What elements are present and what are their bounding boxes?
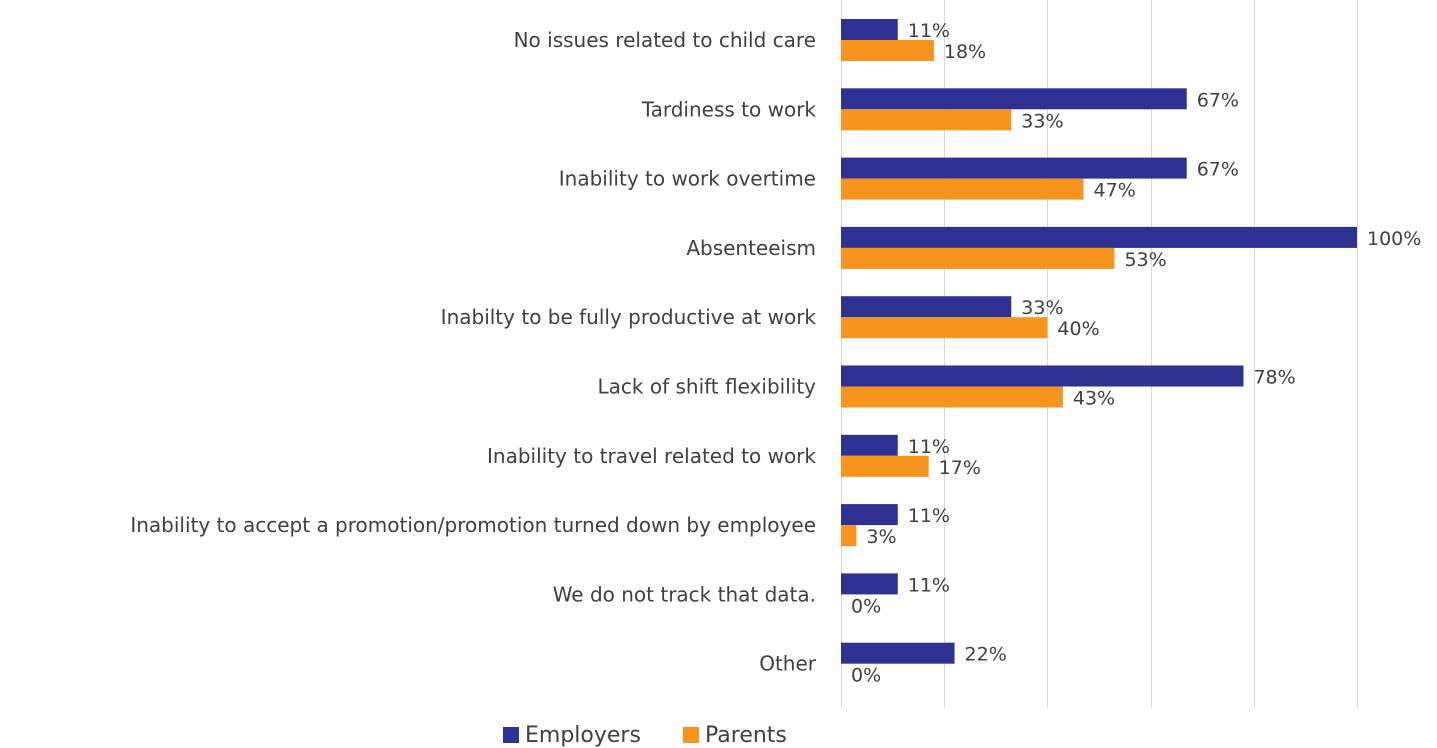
data-label-employers: 100%	[1367, 228, 1421, 250]
data-label-parents: 0%	[851, 665, 881, 687]
data-label-parents: 0%	[851, 595, 881, 617]
legend: Employers Parents	[503, 723, 787, 748]
data-label-employers: 11%	[908, 505, 950, 527]
data-label-employers: 78%	[1253, 367, 1295, 389]
labels: No issues related to child care 11%18%Tar…	[130, 20, 1421, 687]
bar-employers	[841, 157, 1187, 179]
category-label: Inability to accept a promotion/promotio…	[130, 513, 816, 537]
category-label: No issues related to child care	[514, 28, 816, 52]
bar-parents	[841, 455, 929, 477]
data-label-employers: 67%	[1197, 159, 1239, 181]
data-label-parents: 47%	[1094, 180, 1136, 202]
bar-employers	[841, 504, 898, 526]
bar-parents	[841, 386, 1063, 408]
legend-swatch-employers	[503, 727, 519, 743]
category-label: Inability to travel related to work	[487, 444, 816, 468]
data-label-parents: 3%	[866, 526, 896, 548]
legend-label-parents: Parents	[705, 723, 787, 748]
bar-parents	[841, 109, 1012, 131]
data-label-parents: 43%	[1073, 388, 1115, 410]
data-label-parents: 53%	[1124, 249, 1166, 271]
bar-employers	[841, 365, 1244, 387]
category-label: Absenteeism	[686, 236, 816, 260]
category-label: Inability to work overtime	[559, 167, 816, 191]
bar-parents	[841, 317, 1048, 339]
bars	[841, 19, 1357, 664]
legend-swatch-parents	[683, 727, 699, 743]
data-label-employers: 22%	[965, 644, 1007, 666]
category-label: We do not track that data.	[553, 582, 816, 606]
data-label-employers: 11%	[908, 20, 950, 42]
data-label-employers: 33%	[1021, 297, 1063, 319]
bar-employers	[841, 88, 1187, 110]
category-label: Tardiness to work	[641, 97, 817, 121]
bar-employers	[841, 434, 898, 456]
bar-employers	[841, 19, 898, 40]
data-label-parents: 33%	[1021, 110, 1063, 132]
bar-employers	[841, 573, 898, 595]
bar-parents	[841, 525, 857, 547]
bar-parents	[841, 178, 1084, 200]
data-label-parents: 40%	[1057, 318, 1099, 340]
bar-employers	[841, 296, 1012, 318]
data-label-employers: 11%	[908, 574, 950, 596]
bar-employers	[841, 226, 1357, 248]
category-label: Inabilty to be fully productive at work	[441, 305, 817, 329]
category-label: Other	[759, 652, 817, 676]
data-label-employers: 67%	[1197, 89, 1239, 111]
bar-parents	[841, 247, 1115, 269]
bar-parents	[841, 40, 934, 61]
category-label: Lack of shift flexibility	[598, 375, 817, 399]
bar-employers	[841, 642, 955, 664]
data-label-parents: 18%	[944, 41, 986, 63]
data-label-parents: 17%	[939, 457, 981, 479]
legend-label-employers: Employers	[525, 723, 641, 748]
data-label-employers: 11%	[908, 436, 950, 458]
